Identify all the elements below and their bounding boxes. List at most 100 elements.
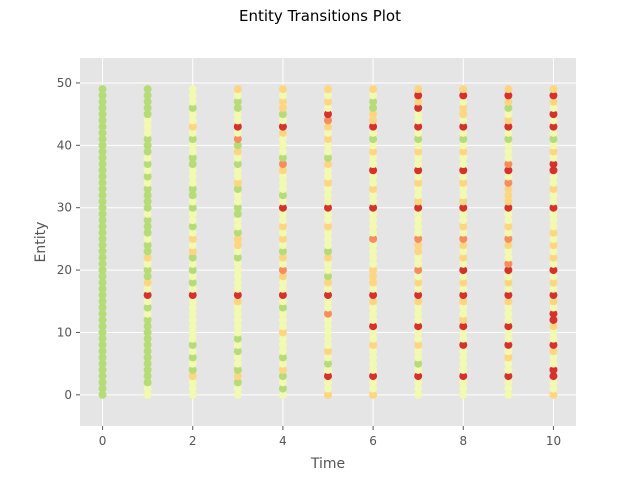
data-point bbox=[188, 334, 197, 343]
data-point bbox=[324, 322, 332, 331]
data-point bbox=[369, 191, 378, 200]
data-point bbox=[414, 97, 423, 106]
data-point bbox=[504, 272, 513, 281]
data-point bbox=[324, 359, 332, 368]
data-point bbox=[459, 153, 468, 162]
data-point bbox=[98, 353, 107, 362]
data-point bbox=[324, 291, 332, 300]
data-point bbox=[324, 340, 332, 349]
data-point bbox=[324, 91, 332, 100]
y-axis-label: Entity bbox=[33, 222, 49, 263]
data-point bbox=[504, 378, 513, 387]
data-point bbox=[98, 85, 107, 94]
data-point bbox=[143, 122, 152, 131]
data-point bbox=[369, 315, 378, 324]
data-point bbox=[549, 209, 558, 218]
data-point bbox=[414, 297, 423, 306]
data-point bbox=[233, 384, 242, 393]
data-point bbox=[414, 328, 423, 337]
data-point bbox=[98, 172, 107, 181]
data-point bbox=[324, 266, 332, 275]
data-point bbox=[414, 272, 423, 281]
data-point bbox=[98, 347, 107, 356]
data-point bbox=[278, 259, 287, 268]
data-point bbox=[188, 259, 197, 268]
data-point bbox=[233, 122, 242, 131]
data-point bbox=[549, 347, 558, 356]
data-point bbox=[369, 234, 378, 243]
data-point bbox=[414, 191, 423, 200]
data-point bbox=[188, 390, 197, 399]
data-point bbox=[549, 378, 558, 387]
data-point bbox=[369, 97, 378, 106]
data-point bbox=[98, 135, 107, 144]
data-point bbox=[188, 103, 197, 112]
data-point bbox=[549, 110, 558, 119]
data-point bbox=[324, 390, 332, 399]
data-point bbox=[369, 378, 378, 387]
data-point bbox=[324, 372, 332, 381]
data-point bbox=[233, 334, 242, 343]
data-point bbox=[504, 203, 513, 212]
data-point bbox=[98, 303, 107, 312]
data-point bbox=[278, 253, 287, 262]
data-point bbox=[278, 384, 287, 393]
data-point bbox=[278, 166, 287, 175]
data-point bbox=[278, 303, 287, 312]
data-point bbox=[549, 272, 558, 281]
data-point bbox=[459, 347, 468, 356]
data-point bbox=[233, 228, 242, 237]
data-point bbox=[143, 328, 152, 337]
data-point bbox=[278, 135, 287, 144]
data-point bbox=[504, 216, 513, 225]
data-point bbox=[459, 178, 468, 187]
data-point bbox=[98, 128, 107, 137]
data-point bbox=[369, 390, 378, 399]
data-point bbox=[459, 228, 468, 237]
x-tick-label: 8 bbox=[459, 434, 467, 448]
data-point bbox=[278, 241, 287, 250]
data-point bbox=[233, 266, 242, 275]
data-point bbox=[278, 334, 287, 343]
data-point bbox=[459, 85, 468, 94]
data-point bbox=[98, 141, 107, 150]
data-point bbox=[324, 153, 332, 162]
data-point bbox=[143, 390, 152, 399]
data-point bbox=[143, 291, 152, 300]
data-point bbox=[188, 141, 197, 150]
data-point bbox=[278, 359, 287, 368]
data-point bbox=[278, 91, 287, 100]
data-point bbox=[143, 303, 152, 312]
data-point bbox=[143, 384, 152, 393]
data-point bbox=[233, 178, 242, 187]
y-tick-label: 20 bbox=[57, 263, 72, 277]
data-point bbox=[278, 347, 287, 356]
data-point bbox=[143, 266, 152, 275]
data-point bbox=[143, 197, 152, 206]
data-point bbox=[549, 122, 558, 131]
data-point bbox=[143, 135, 152, 144]
data-point bbox=[369, 178, 378, 187]
data-point bbox=[504, 247, 513, 256]
data-point bbox=[504, 184, 513, 193]
data-point bbox=[188, 209, 197, 218]
data-point bbox=[459, 166, 468, 175]
data-point bbox=[324, 278, 332, 287]
data-point bbox=[504, 234, 513, 243]
data-point bbox=[549, 191, 558, 200]
data-point bbox=[143, 334, 152, 343]
data-point bbox=[98, 272, 107, 281]
data-point bbox=[504, 147, 513, 156]
data-point bbox=[143, 253, 152, 262]
data-point bbox=[278, 103, 287, 112]
data-point bbox=[143, 128, 152, 137]
data-point bbox=[233, 328, 242, 337]
data-point bbox=[233, 153, 242, 162]
data-point bbox=[233, 203, 242, 212]
data-point bbox=[414, 147, 423, 156]
data-point bbox=[98, 116, 107, 125]
data-point bbox=[324, 315, 332, 324]
data-point bbox=[504, 110, 513, 119]
data-point bbox=[188, 128, 197, 137]
data-point bbox=[504, 340, 513, 349]
